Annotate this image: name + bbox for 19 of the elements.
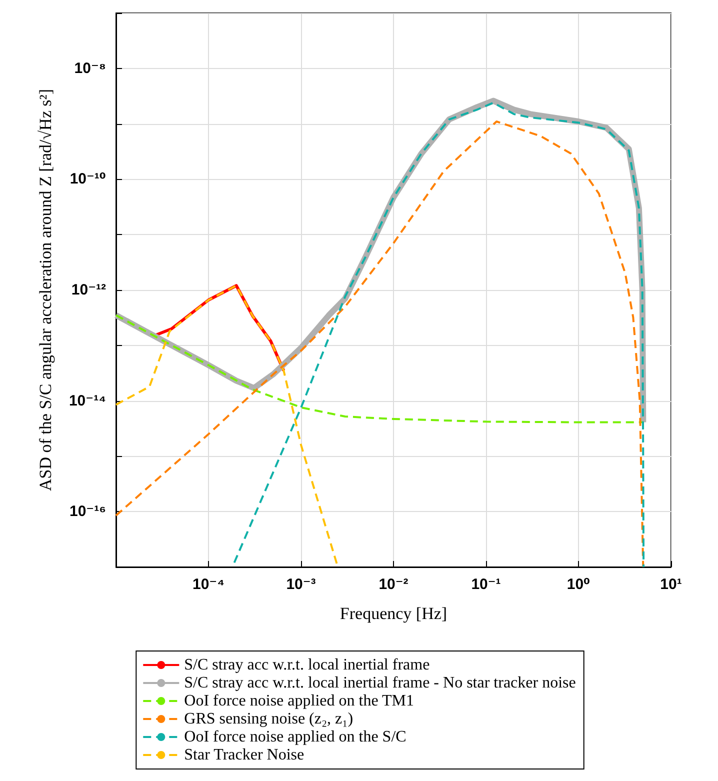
- legend-label: OoI force noise applied on the TM1: [184, 692, 414, 710]
- legend-label: OoI force noise applied on the S/C: [184, 728, 406, 746]
- x-tick-label: 10⁻³: [286, 576, 316, 593]
- y-tick-label: 10⁻⁸: [74, 60, 106, 77]
- x-tick-label: 10⁻⁴: [192, 576, 225, 593]
- x-tick-label: 10⁰: [566, 576, 590, 593]
- x-axis-title: Frequency [Hz]: [340, 604, 448, 623]
- legend-label: S/C stray acc w.r.t. local inertial frame: [184, 656, 430, 674]
- x-tick-label: 10⁻²: [378, 576, 408, 593]
- y-tick-label: 10⁻¹⁴: [68, 392, 106, 410]
- x-tick-label: 10⁻¹: [471, 576, 501, 593]
- y-tick-label: 10⁻¹⁰: [70, 170, 106, 188]
- y-axis-title: ASD of the S/C angular acceleration around Z [rad/√Hz s²]: [36, 89, 55, 491]
- legend-label: Star Tracker Noise: [184, 746, 304, 764]
- x-tick-label: 10¹: [660, 576, 682, 593]
- legend-label: GRS sensing noise (z₂, z₁): [184, 710, 354, 728]
- y-tick-label: 10⁻¹⁶: [69, 503, 106, 520]
- y-tick-label: 10⁻¹²: [71, 282, 106, 298]
- legend-label: S/C stray acc w.r.t. local inertial frame - No star tracker noise: [184, 674, 576, 692]
